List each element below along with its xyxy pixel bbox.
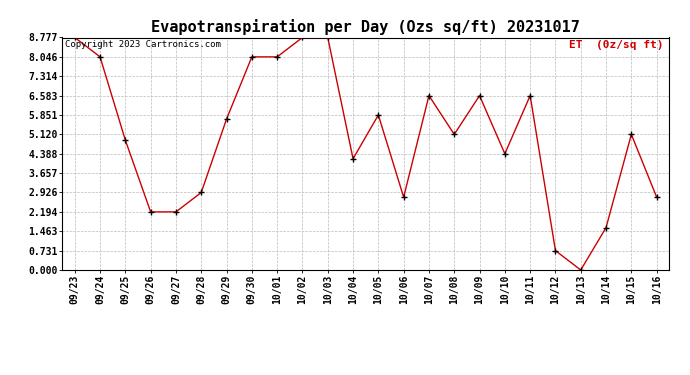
Text: Copyright 2023 Cartronics.com: Copyright 2023 Cartronics.com: [65, 40, 221, 49]
Title: Evapotranspiration per Day (Ozs sq/ft) 20231017: Evapotranspiration per Day (Ozs sq/ft) 2…: [151, 19, 580, 35]
Text: ET  (0z/sq ft): ET (0z/sq ft): [569, 40, 663, 50]
